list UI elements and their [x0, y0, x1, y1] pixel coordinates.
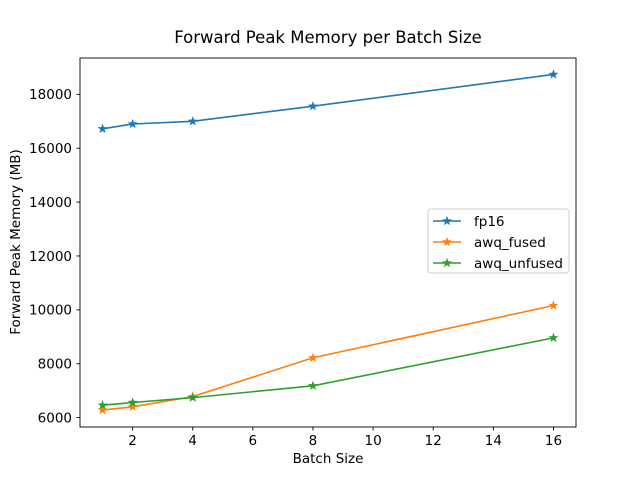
x-axis-label: Batch Size [292, 451, 364, 467]
series-line-awq_fused [101, 304, 555, 411]
legend-entry-awq_unfused: awq_unfused [433, 256, 563, 272]
marker-star-awq_fused [308, 352, 318, 362]
x-tick-label: 6 [249, 433, 258, 449]
marker-star-awq_fused [97, 404, 108, 415]
marker-star-awq_fused [127, 401, 138, 412]
marker-star-fp16 [187, 116, 198, 126]
y-tick-label: 8000 [38, 357, 72, 373]
marker-star-fp16 [97, 123, 108, 134]
marker-star-fp16 [308, 101, 318, 111]
legend-marker-star [442, 215, 452, 226]
y-tick-label: 12000 [29, 249, 72, 265]
y-tick-label: 6000 [38, 410, 72, 426]
y-tick-label: 16000 [29, 141, 72, 157]
legend-label: fp16 [474, 214, 505, 230]
x-tick-label: 16 [545, 433, 562, 449]
marker-star-awq_unfused [548, 332, 559, 343]
x-tick-label: 14 [485, 433, 502, 449]
marker-star-awq_fused [548, 300, 559, 310]
marker-star-fp16 [548, 69, 559, 79]
x-tick-label: 2 [128, 433, 137, 449]
legend-marker-star [442, 236, 452, 247]
marker-star-fp16 [127, 118, 138, 129]
marker-star-awq_unfused [308, 380, 318, 390]
y-tick-label: 14000 [29, 195, 72, 211]
x-tick-label: 12 [425, 433, 442, 449]
x-tick-label: 10 [364, 433, 381, 449]
x-tick-label: 4 [188, 433, 197, 449]
legend-entry-fp16: fp16 [433, 214, 505, 230]
legend-box [427, 208, 570, 274]
x-tick-label: 8 [309, 433, 318, 449]
legend-entry-awq_fused: awq_fused [433, 235, 546, 251]
marker-star-awq_unfused [127, 397, 138, 407]
axes-frame [79, 57, 577, 428]
legend-marker-star [442, 257, 452, 268]
legend-label: awq_fused [474, 235, 546, 251]
marker-star-awq_unfused [97, 399, 108, 410]
marker-star-awq_unfused [187, 392, 198, 402]
series-line-awq_unfused [101, 337, 555, 406]
series-line-fp16 [101, 73, 555, 130]
y-tick-label: 18000 [29, 87, 72, 103]
legend-label: awq_unfused [474, 256, 563, 272]
chart-title: Forward Peak Memory per Batch Size [174, 28, 482, 47]
legend: fp16 awq_fused awq_unfused [427, 208, 570, 274]
y-tick-label: 10000 [29, 303, 72, 319]
